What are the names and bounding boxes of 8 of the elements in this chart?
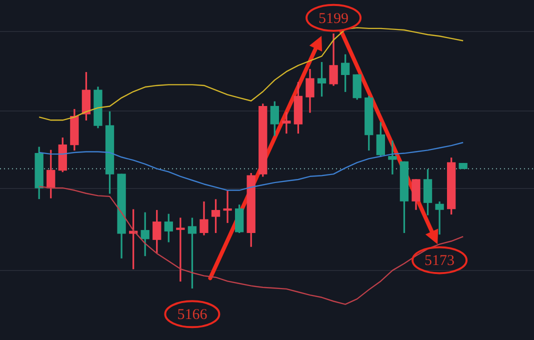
candlestick	[388, 140, 397, 174]
candlestick	[435, 202, 444, 235]
annotation: 5173	[424, 253, 455, 270]
annotation: 5166	[177, 307, 208, 324]
candlestick	[282, 112, 291, 134]
annotation: 5199	[318, 10, 349, 27]
candlestick	[176, 218, 185, 282]
candlestick	[223, 190, 232, 223]
